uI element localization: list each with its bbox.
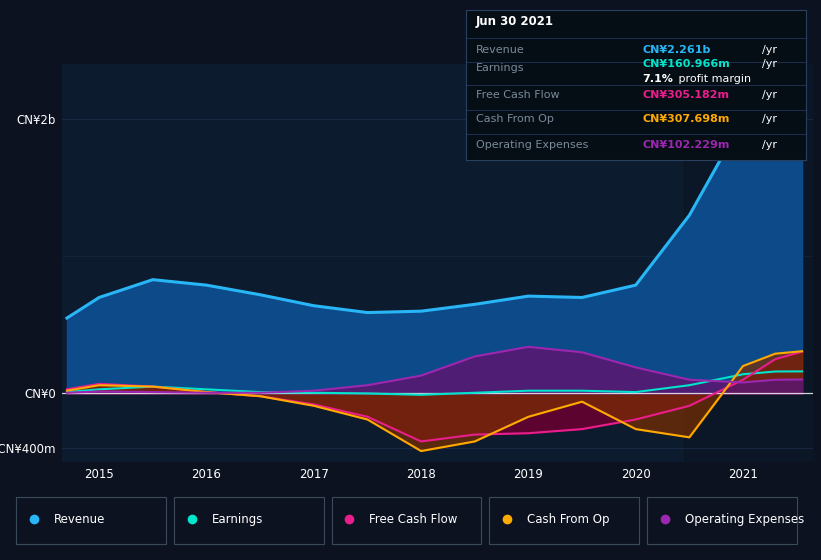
Text: /yr: /yr <box>762 114 777 124</box>
Text: Revenue: Revenue <box>475 45 525 55</box>
Text: profit margin: profit margin <box>675 73 751 83</box>
Text: Jun 30 2021: Jun 30 2021 <box>475 15 553 28</box>
Text: Earnings: Earnings <box>212 513 264 526</box>
FancyBboxPatch shape <box>174 497 323 544</box>
Text: /yr: /yr <box>762 90 777 100</box>
FancyBboxPatch shape <box>489 497 639 544</box>
FancyBboxPatch shape <box>332 497 481 544</box>
FancyBboxPatch shape <box>16 497 166 544</box>
Text: /yr: /yr <box>762 139 777 150</box>
Bar <box>684 64 813 462</box>
Text: Earnings: Earnings <box>475 63 525 73</box>
Text: CN¥305.182m: CN¥305.182m <box>643 90 730 100</box>
Text: CN¥160.966m: CN¥160.966m <box>643 59 731 68</box>
Text: Free Cash Flow: Free Cash Flow <box>475 90 559 100</box>
FancyBboxPatch shape <box>647 497 796 544</box>
Text: Revenue: Revenue <box>54 513 105 526</box>
Text: CN¥2.261b: CN¥2.261b <box>643 45 711 55</box>
Text: /yr: /yr <box>762 59 777 68</box>
Text: 7.1%: 7.1% <box>643 73 673 83</box>
Text: Operating Expenses: Operating Expenses <box>685 513 804 526</box>
Text: Operating Expenses: Operating Expenses <box>475 139 588 150</box>
Text: CN¥102.229m: CN¥102.229m <box>643 139 730 150</box>
Text: Free Cash Flow: Free Cash Flow <box>369 513 458 526</box>
Text: Cash From Op: Cash From Op <box>527 513 610 526</box>
Text: CN¥307.698m: CN¥307.698m <box>643 114 730 124</box>
Text: /yr: /yr <box>762 45 777 55</box>
Text: Cash From Op: Cash From Op <box>475 114 553 124</box>
